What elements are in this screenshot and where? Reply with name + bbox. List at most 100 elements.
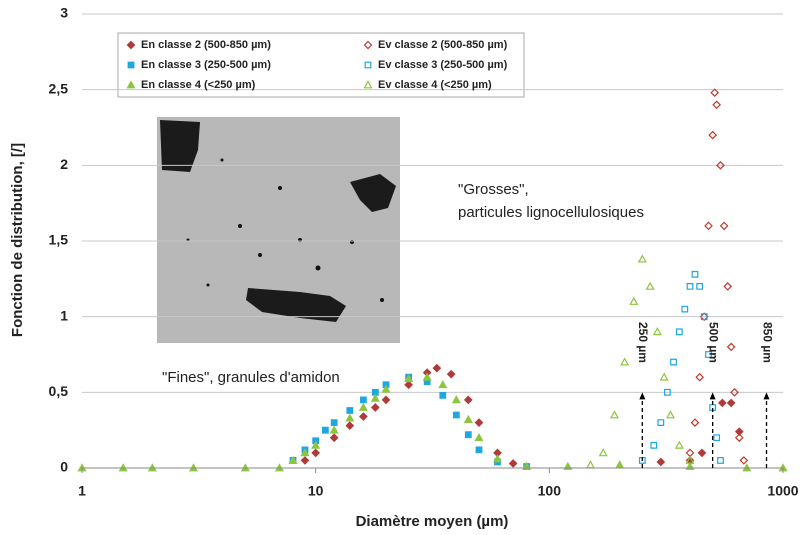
point [674,440,684,449]
point [705,351,712,358]
point [300,448,310,457]
series [685,88,749,465]
series [638,270,724,464]
point [717,398,727,408]
arrow-head [709,392,716,400]
point [716,160,725,170]
point [734,433,744,443]
y-tick-label: 1 [60,307,68,323]
point [370,393,380,402]
y-tick-label: 1,5 [49,232,69,248]
point [709,404,717,411]
legend-label: En classe 3 (250-500 µm) [141,59,271,71]
point [381,384,391,393]
point [710,88,720,98]
point [609,410,619,419]
point [474,432,484,442]
point [712,100,721,110]
y-axis-title: Fonction de distribution, [/] [9,143,26,337]
legend-label: En classe 2 (500-850 µm) [141,39,271,51]
point [637,254,647,263]
series [300,363,744,468]
point [629,296,639,305]
point [345,421,355,430]
legend-marker [363,40,373,50]
point [370,403,380,412]
point [690,418,700,427]
point [439,391,447,399]
y-tick-label: 0 [60,459,68,475]
point [288,455,298,464]
point [321,426,329,434]
point [311,448,321,458]
point [657,419,665,426]
point [371,388,379,396]
x-tick-label: 1000 [767,483,798,499]
y-tick-label: 3 [60,5,68,21]
point [730,387,739,397]
x-axis-title: Diamètre moyen (µm) [356,513,509,530]
point [697,448,707,458]
point [670,358,677,366]
point [734,427,744,437]
arrow-head [639,392,646,400]
point [652,327,662,336]
point [695,372,705,382]
series [77,372,788,472]
point [463,414,473,423]
point [717,457,724,464]
point [404,380,414,390]
point [329,425,339,434]
point [381,395,391,405]
point [446,369,456,379]
legend-marker [126,80,136,89]
size-marker-label: 850 µm [760,322,774,363]
point [452,411,460,419]
point [345,413,355,422]
annotation: "Grosses", [458,181,529,198]
point [451,395,461,404]
series [289,373,531,470]
point [464,431,472,439]
point [615,460,625,469]
point [330,419,338,426]
size-marker-label: 500 µm [706,322,720,363]
x-tick-label: 100 [538,483,562,499]
point [598,448,608,457]
point [726,342,736,352]
size-marker-label: 250 µm [636,322,650,363]
legend-label: Ev classe 3 (250-500 µm) [378,59,508,71]
point [463,395,473,405]
point [475,446,483,454]
annotation: particules lignocellulosiques [458,204,644,221]
point [346,407,354,414]
point [359,412,368,421]
legend-label: Ev classe 2 (500-850 µm) [378,39,508,51]
point [585,460,595,469]
point [685,455,695,464]
point [656,457,666,467]
point [650,441,658,449]
point [675,328,683,336]
point [300,456,310,465]
y-tick-label: 0,5 [49,383,69,399]
point [681,305,689,313]
point [620,357,630,366]
arrow-head [763,392,770,400]
point [665,410,676,419]
y-tick-label: 2,5 [49,80,69,96]
legend-marker [363,80,373,89]
point [719,221,729,231]
point [358,402,368,411]
legend-marker [127,61,135,69]
x-tick-label: 10 [308,483,324,499]
annotation: "Fines", granules d'amidon [162,369,340,386]
point [508,459,518,468]
point [638,457,646,464]
inset-image [157,117,400,343]
point [329,433,339,443]
legend-label: En classe 4 (<250 µm) [141,79,256,91]
point [739,456,749,465]
legend-label: Ev classe 4 (<250 µm) [378,79,492,91]
